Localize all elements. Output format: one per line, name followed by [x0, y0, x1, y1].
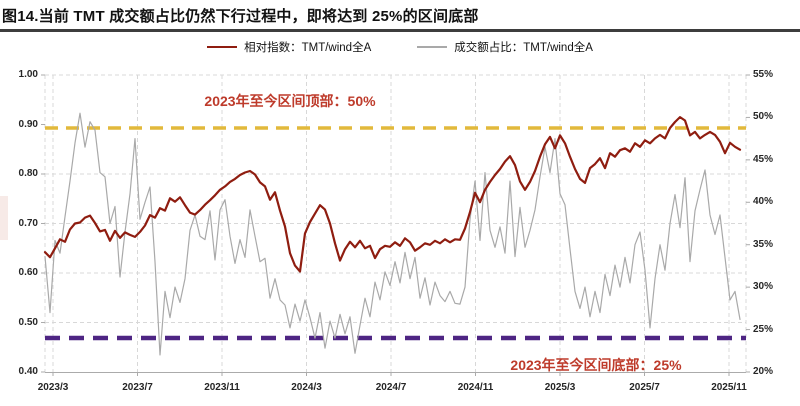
legend-item-volume-share: 成交额占比：TMT/wind全A — [417, 39, 593, 55]
watermark-fragment — [0, 196, 8, 240]
y-left-tick-label: 0.80 — [18, 168, 38, 179]
y-right-tick-label: 45% — [753, 153, 774, 165]
annotation-range-bottom: 2023年至今区间底部：25% — [510, 357, 682, 373]
x-tick-label: 2024/7 — [375, 382, 407, 393]
x-tick-label: 2024/3 — [291, 382, 322, 393]
y-left-tick-label: 0.90 — [18, 118, 38, 130]
x-tick-label: 2023/3 — [37, 382, 69, 393]
y-left-tick-label: 0.60 — [18, 267, 38, 278]
legend-label-relative-index: 相对指数：TMT/wind全A — [244, 42, 372, 54]
y-right-tick-label: 55% — [753, 69, 774, 80]
x-tick-label: 2025/11 — [711, 382, 747, 393]
y-right-tick-label: 20% — [753, 366, 774, 377]
annotation-range-top: 2023年至今区间顶部：50% — [204, 93, 376, 109]
relative-index-line — [43, 115, 742, 273]
legend-item-relative-index: 相对指数：TMT/wind全A — [207, 39, 371, 55]
y-left-tick-label: 0.40 — [18, 366, 38, 377]
figure-title: 图14.当前 TMT 成交额占比仍然下行过程中，即将达到 25%的区间底部 — [2, 8, 479, 25]
y-left-tick-label: 0.70 — [18, 217, 38, 229]
x-tick-label: 2025/7 — [629, 382, 660, 393]
volume-share-line — [44, 112, 741, 356]
x-tick-label: 2024/11 — [457, 382, 494, 393]
legend-gray-line-swatch — [417, 46, 448, 48]
y-right-tick-label: 40% — [753, 196, 774, 208]
y-right-tick-label: 30% — [753, 281, 774, 293]
y-right-tick-label: 35% — [753, 238, 774, 250]
y-right-tick-label: 50% — [753, 111, 774, 123]
x-tick-label: 2025/3 — [544, 382, 576, 393]
legend: 相对指数：TMT/wind全A 成交额占比：TMT/wind全A — [0, 39, 800, 55]
legend-label-volume-share: 成交额占比：TMT/wind全A — [454, 42, 593, 54]
title-divider — [0, 29, 800, 32]
y-left-tick-label: 1.00 — [18, 69, 38, 80]
y-left-tick-label: 0.50 — [18, 316, 38, 328]
x-tick-label: 2023/7 — [122, 382, 153, 393]
y-right-tick-label: 25% — [753, 323, 774, 335]
x-tick-label: 2023/11 — [204, 382, 240, 393]
legend-red-line-swatch — [207, 45, 238, 49]
